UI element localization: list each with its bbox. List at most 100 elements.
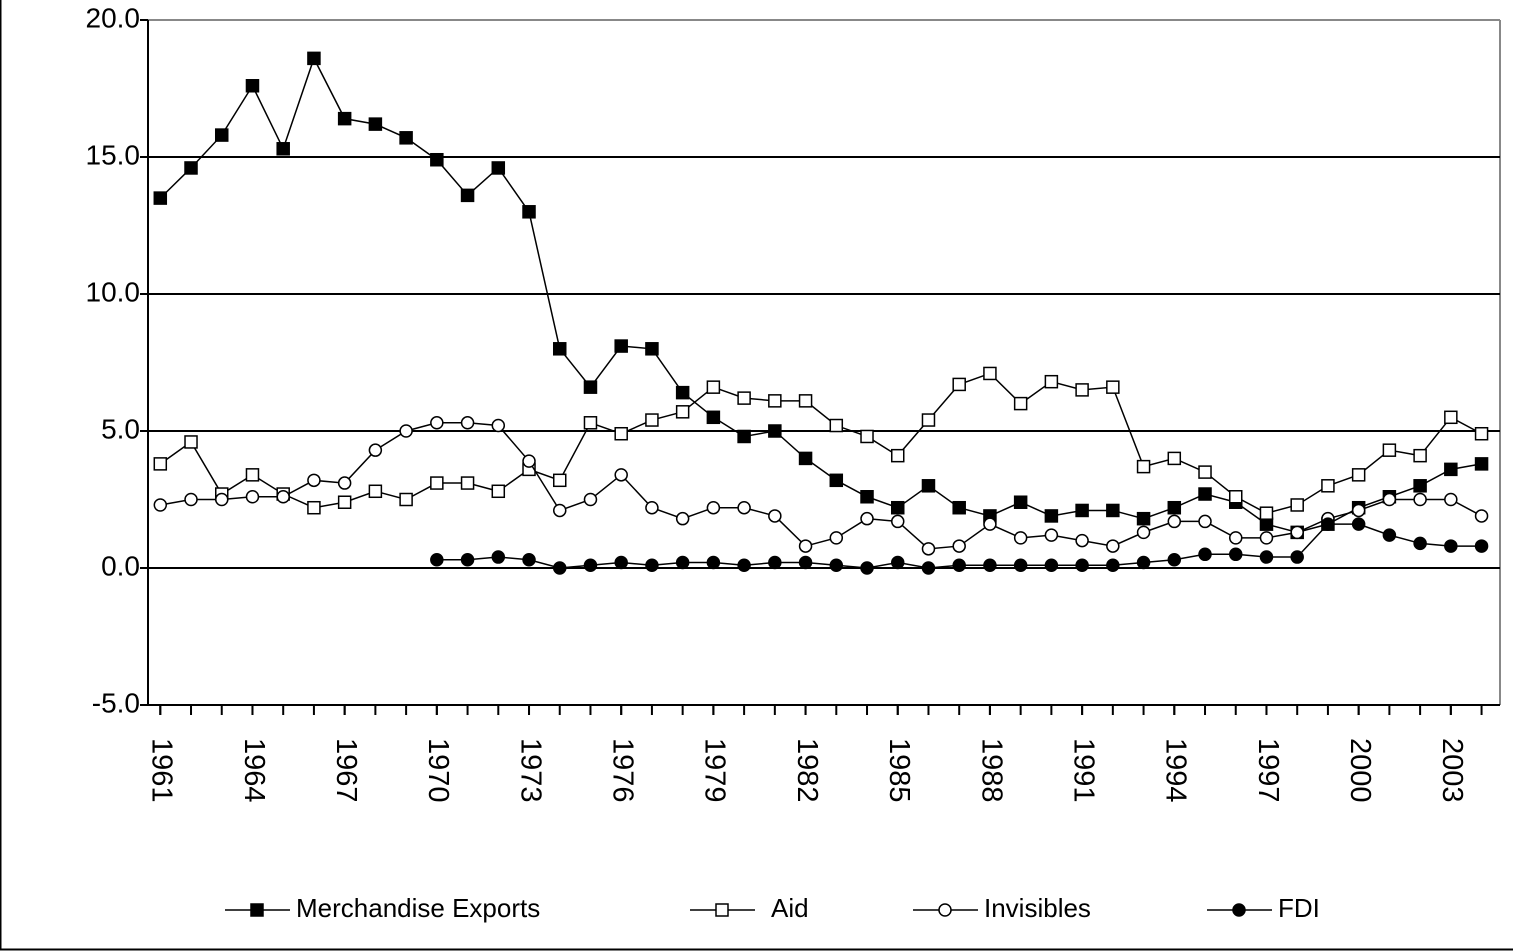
- marker: [1167, 553, 1182, 567]
- marker: [706, 555, 721, 570]
- marker: [1444, 410, 1458, 425]
- marker: [983, 366, 997, 381]
- marker: [491, 550, 506, 564]
- marker: [430, 476, 444, 490]
- marker: [583, 416, 598, 430]
- legend-item: Aid: [690, 893, 809, 923]
- marker: [645, 413, 659, 427]
- marker: [1075, 503, 1089, 518]
- marker: [1290, 550, 1304, 564]
- marker: [768, 555, 782, 570]
- y-tick-label: 15.0: [86, 139, 141, 170]
- marker: [675, 511, 690, 526]
- marker: [583, 380, 598, 394]
- legend-item: Merchandise Exports: [225, 893, 540, 923]
- marker: [1321, 517, 1335, 531]
- marker: [1351, 503, 1366, 518]
- marker: [583, 558, 598, 573]
- marker: [860, 429, 874, 444]
- marker: [614, 555, 628, 570]
- marker: [1013, 531, 1028, 545]
- marker: [645, 500, 659, 515]
- marker: [1106, 503, 1120, 518]
- marker: [675, 405, 690, 419]
- marker: [645, 342, 659, 356]
- marker: [1290, 498, 1304, 512]
- marker: [798, 555, 813, 570]
- marker: [1474, 457, 1489, 471]
- marker: [860, 561, 874, 575]
- marker: [460, 416, 475, 430]
- legend-marker: [250, 903, 264, 917]
- marker: [737, 391, 751, 405]
- marker: [430, 152, 444, 167]
- marker: [1044, 374, 1059, 389]
- y-tick-label: 20.0: [86, 2, 141, 33]
- x-tick-label: 1994: [1160, 738, 1192, 803]
- marker: [1075, 558, 1089, 573]
- marker: [1198, 514, 1212, 529]
- marker: [1413, 448, 1427, 463]
- marker: [1321, 479, 1335, 493]
- marker: [153, 498, 168, 512]
- marker: [276, 142, 290, 156]
- x-tick-label: 1976: [607, 738, 639, 803]
- marker: [522, 205, 536, 219]
- marker: [860, 490, 874, 504]
- marker: [491, 484, 506, 499]
- marker: [399, 131, 413, 145]
- marker: [1167, 500, 1182, 515]
- marker: [1259, 517, 1274, 531]
- marker: [706, 410, 721, 425]
- marker: [1044, 558, 1059, 573]
- marker: [368, 117, 383, 131]
- marker: [430, 416, 444, 430]
- marker: [1444, 492, 1458, 507]
- marker: [337, 476, 352, 490]
- marker: [1228, 531, 1243, 545]
- marker: [737, 500, 751, 515]
- marker: [1167, 451, 1182, 466]
- marker: [1382, 492, 1397, 507]
- marker: [583, 492, 598, 507]
- marker: [952, 558, 966, 573]
- x-tick-label: 1982: [791, 738, 823, 803]
- legend-marker: [1232, 903, 1246, 917]
- marker: [522, 454, 536, 468]
- marker: [798, 539, 813, 553]
- legend-marker: [715, 903, 729, 917]
- marker: [737, 429, 751, 444]
- marker: [1444, 462, 1458, 477]
- marker: [1106, 558, 1120, 573]
- marker: [768, 424, 782, 438]
- x-tick-label: 1991: [1067, 738, 1099, 803]
- marker: [829, 473, 844, 488]
- marker: [1290, 525, 1304, 540]
- marker: [184, 161, 198, 175]
- marker: [1259, 550, 1274, 564]
- marker: [768, 394, 782, 408]
- x-tick-label: 1997: [1252, 738, 1284, 803]
- series-line: [159, 372, 1482, 515]
- y-tick-label: -5.0: [92, 687, 140, 718]
- marker: [768, 509, 782, 523]
- marker: [1136, 511, 1151, 526]
- x-tick-label: 1967: [330, 738, 362, 803]
- marker: [184, 492, 198, 507]
- marker: [614, 339, 628, 353]
- marker: [1259, 506, 1274, 520]
- marker: [1013, 495, 1028, 509]
- marker: [1382, 528, 1397, 542]
- x-tick-label: 2003: [1436, 738, 1468, 803]
- marker: [1106, 539, 1120, 553]
- marker: [1474, 539, 1489, 553]
- marker: [614, 426, 628, 441]
- marker: [276, 490, 290, 504]
- marker: [491, 161, 506, 175]
- marker: [952, 539, 966, 553]
- marker: [890, 500, 905, 515]
- x-tick-label: 1985: [883, 738, 915, 803]
- marker: [890, 514, 905, 529]
- marker: [491, 418, 506, 433]
